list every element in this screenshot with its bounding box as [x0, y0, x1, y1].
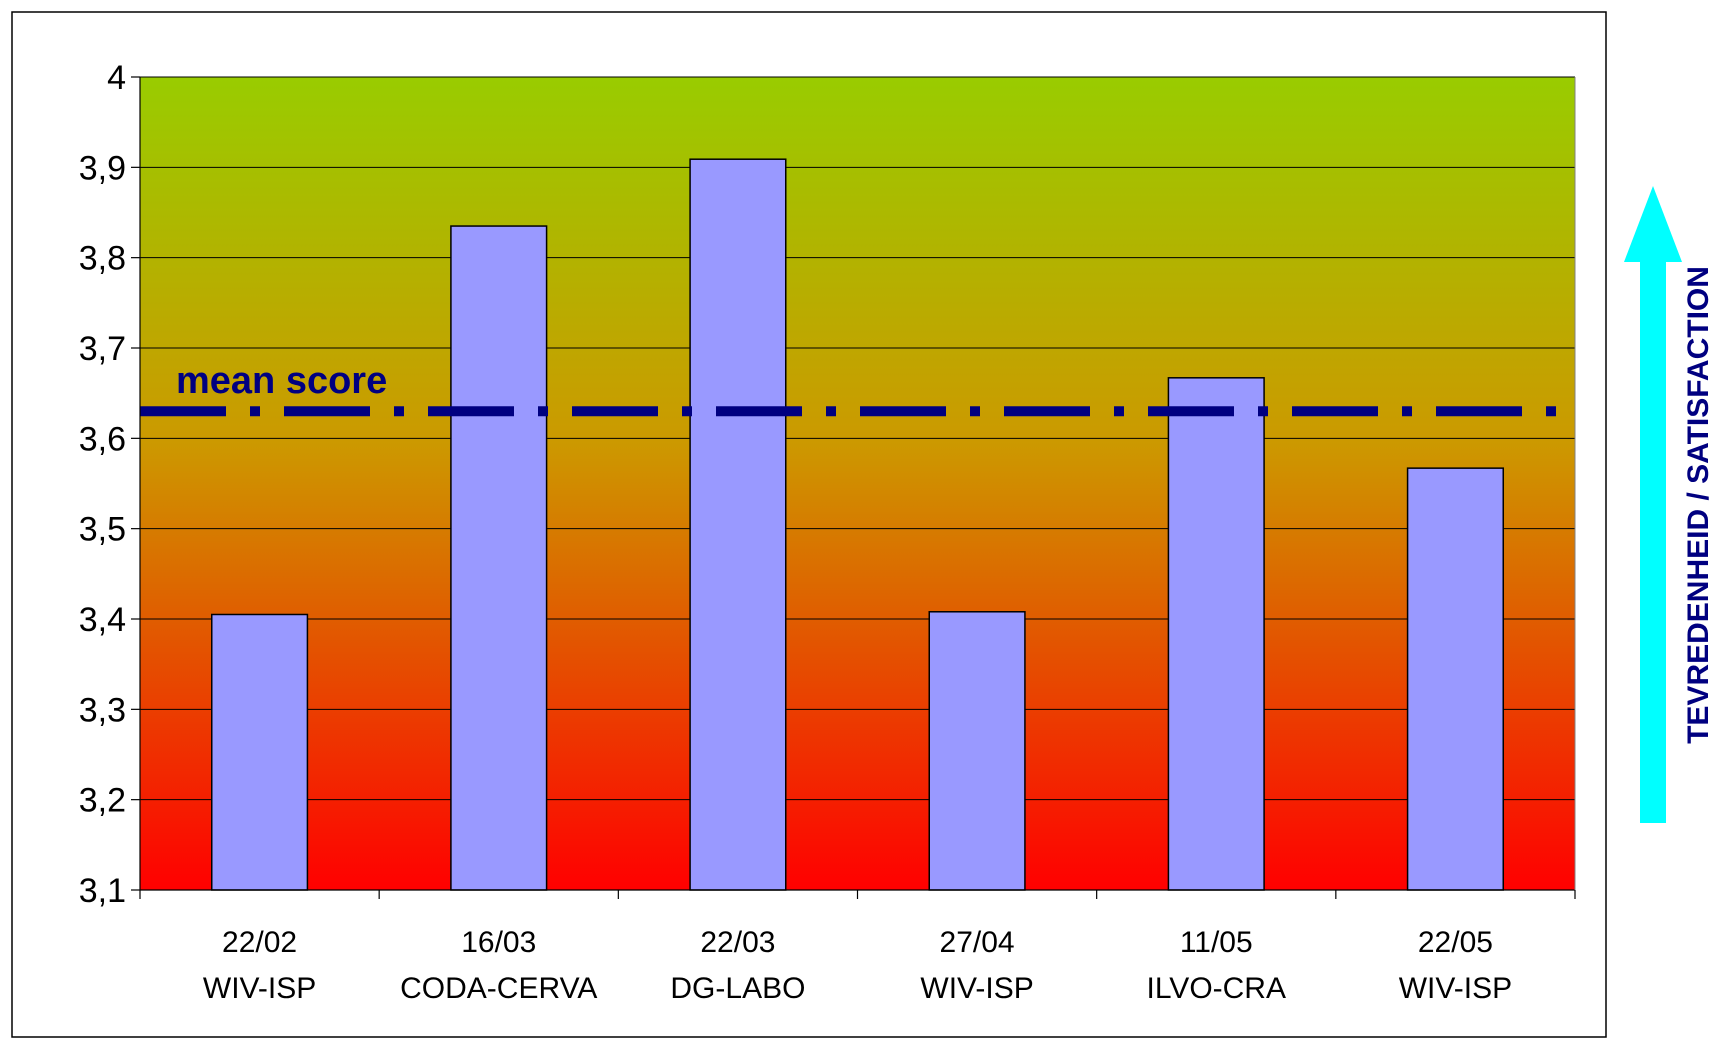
bars [211, 158, 1505, 891]
x-tick-label-lab: ILVO-CRA [1147, 972, 1286, 1005]
x-tick-label-lab: WIV-ISP [203, 972, 316, 1005]
y-tick-label: 3,2 [79, 782, 126, 820]
mean-score-label: mean score [176, 360, 387, 402]
bar [689, 158, 787, 891]
satisfaction-label: TEVREDENHEID / SATISFACTION [1682, 266, 1715, 744]
y-tick-label: 3,6 [79, 420, 126, 458]
arrow-up-icon [1624, 186, 1682, 262]
x-tick-label-date: 11/05 [1180, 926, 1253, 959]
y-tick-label: 3,9 [79, 149, 126, 187]
x-tick-label-date: 22/05 [1418, 926, 1493, 959]
x-tick-label-date: 22/03 [700, 926, 775, 959]
x-tick-label-date: 16/03 [461, 926, 536, 959]
mean-score-line-group: mean score [140, 360, 1575, 417]
x-tick-label-date: 27/04 [940, 926, 1015, 959]
satisfaction-arrow-shaft [1640, 260, 1666, 823]
x-tick-label-lab: WIV-ISP [920, 972, 1033, 1005]
plot-area [140, 77, 1575, 890]
y-tick-label: 3,8 [79, 240, 126, 278]
x-tick-label-lab: DG-LABO [670, 972, 805, 1005]
bar [1406, 467, 1505, 891]
y-tick-label: 3,1 [79, 872, 126, 910]
y-tick-label: 3,4 [79, 601, 126, 639]
bar [928, 611, 1026, 891]
y-tick-label: 4 [107, 59, 126, 97]
y-tick-label: 3,5 [79, 511, 126, 549]
x-tick-label-lab: CODA-CERVA [400, 972, 597, 1005]
y-tick-label: 3,3 [79, 691, 126, 729]
x-tick-label-lab: WIV-ISP [1399, 972, 1512, 1005]
gridlines [140, 76, 1575, 801]
y-tick-label: 3,7 [79, 330, 126, 368]
bar [1167, 377, 1265, 891]
bar [450, 225, 548, 891]
bar [211, 613, 309, 891]
x-tick-label-date: 22/02 [222, 926, 297, 959]
satisfaction-indicator: TEVREDENHEID / SATISFACTION [1624, 186, 1715, 823]
axes: 3,1 3,2 3,3 3,4 3,5 3,6 3,7 3,8 3,9 4 22/02 WIV-ISP… [79, 59, 1576, 1005]
